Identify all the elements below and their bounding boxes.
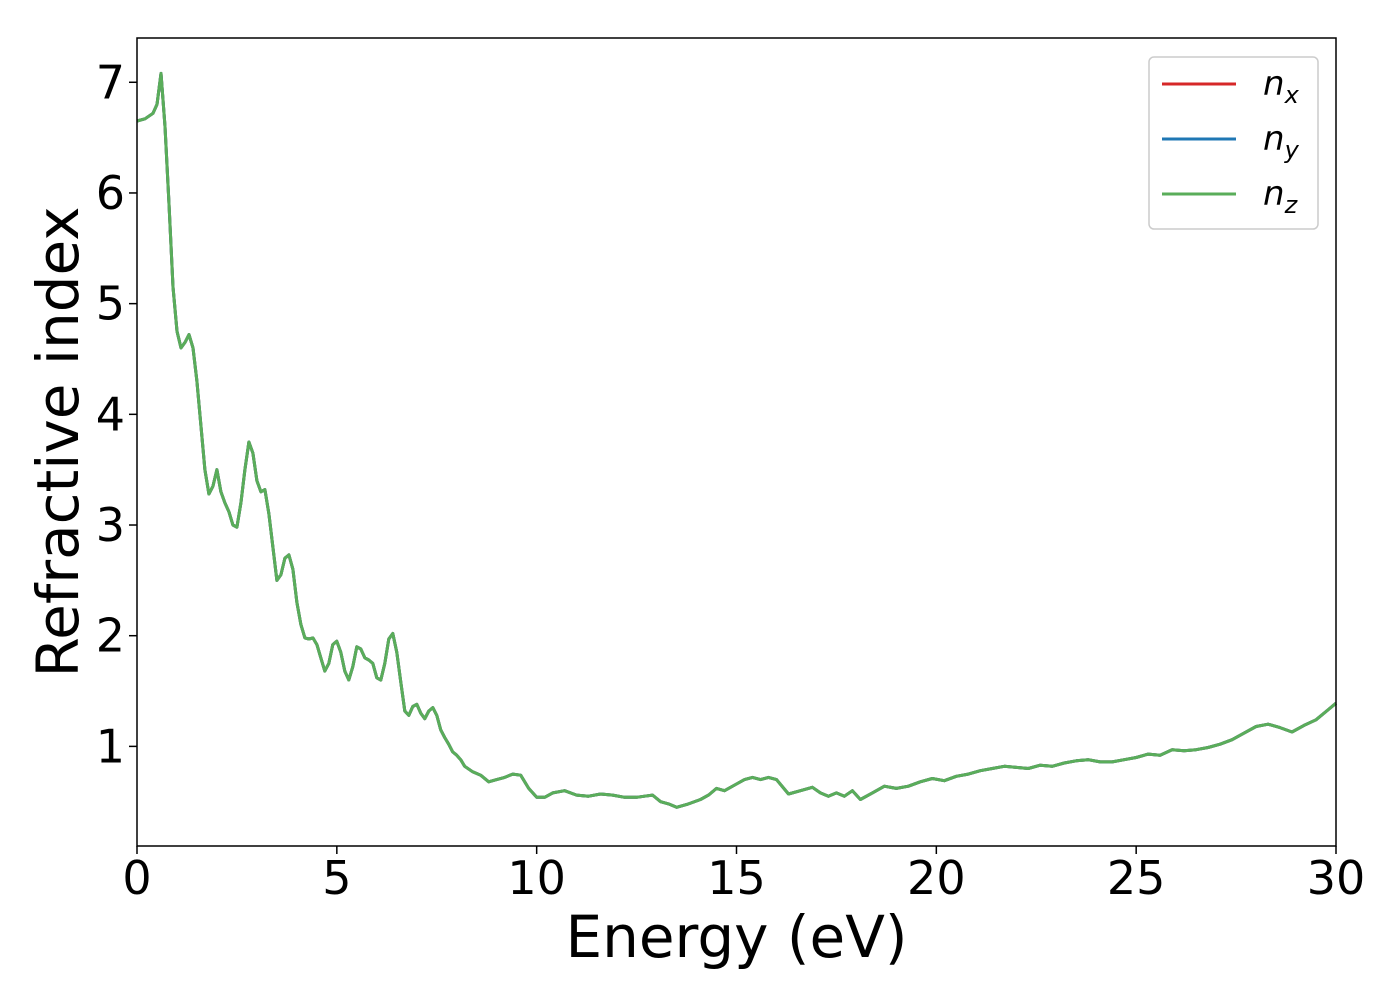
x-tick-label: 20 <box>907 851 966 905</box>
legend-label: nz <box>1263 174 1299 219</box>
x-tick-label: 30 <box>1307 851 1366 905</box>
legend-box <box>1148 56 1319 230</box>
x-axis: 0 5 10 15 20 25 30 <box>122 846 1365 905</box>
y-tick-label: 6 <box>96 166 125 220</box>
y-tick-label: 3 <box>96 498 125 552</box>
series-line-n-z <box>136 71 1337 809</box>
x-tick-label: 0 <box>122 851 151 905</box>
y-tick-label: 7 <box>96 55 125 109</box>
y-axis: 1 2 3 4 5 6 7 <box>96 55 137 773</box>
y-axis-label: Refractive index <box>24 206 92 677</box>
x-tick-label: 15 <box>707 851 766 905</box>
y-tick-label: 1 <box>96 719 125 773</box>
x-tick-label: 10 <box>507 851 566 905</box>
series-layer <box>136 71 1337 809</box>
y-tick-label: 2 <box>96 609 125 663</box>
x-tick-label: 5 <box>322 851 351 905</box>
legend-label: nx <box>1263 64 1300 109</box>
y-tick-label: 5 <box>96 277 125 331</box>
y-tick-label: 4 <box>96 387 125 441</box>
x-axis-label: Energy (eV) <box>565 903 907 971</box>
legend-label: ny <box>1263 119 1300 164</box>
x-tick-label: 25 <box>1107 851 1166 905</box>
legend: nx ny nz <box>1148 56 1319 230</box>
